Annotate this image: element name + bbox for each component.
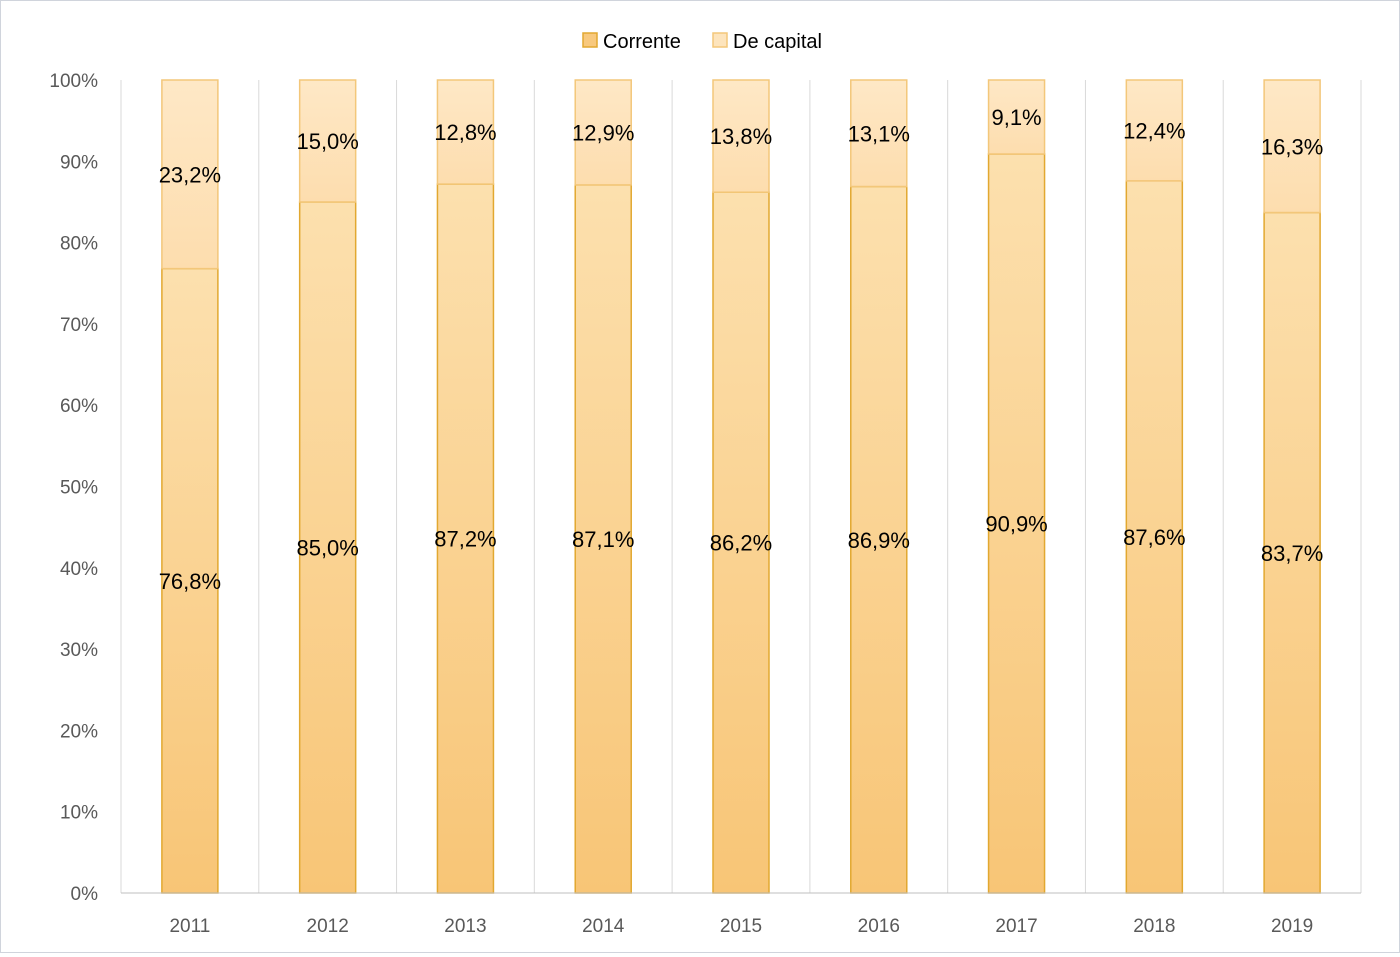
x-tick-label: 2018 bbox=[1133, 916, 1175, 937]
data-label-corrente-2018: 87,6% bbox=[1123, 525, 1185, 550]
bar-de-capital-2018 bbox=[1125, 79, 1184, 182]
data-label-corrente-2012: 85,0% bbox=[296, 535, 358, 560]
data-label-de-capital-2017: 9,1% bbox=[991, 105, 1041, 130]
bar-de-capital-2015 bbox=[712, 79, 770, 193]
x-tick-label: 2012 bbox=[307, 916, 349, 937]
y-tick-label: 70% bbox=[60, 315, 98, 336]
bar-de-capital-2019 bbox=[1263, 79, 1321, 214]
y-tick-label: 10% bbox=[60, 803, 98, 824]
bar-corrente-2014 bbox=[574, 184, 632, 894]
data-label-de-capital-2016: 13,1% bbox=[848, 121, 910, 146]
x-tick-label: 2017 bbox=[995, 916, 1037, 937]
data-label-corrente-2013: 87,2% bbox=[434, 527, 496, 552]
data-label-corrente-2016: 86,9% bbox=[848, 528, 910, 553]
bar-de-capital-2016 bbox=[850, 79, 908, 188]
legend-label-corrente: Corrente bbox=[603, 31, 681, 53]
bar-de-capital-2011 bbox=[161, 79, 219, 270]
data-labels: 76,8% 23,2% 85,0% 15,0% 87,2% 12,8% 87,1% 12,9%… bbox=[159, 105, 1324, 594]
data-label-de-capital-2014: 12,9% bbox=[572, 120, 634, 145]
bar-corrente-2016 bbox=[850, 185, 908, 894]
data-label-corrente-2017: 90,9% bbox=[985, 511, 1047, 536]
y-tick-label: 30% bbox=[60, 640, 98, 661]
legend-swatch-corrente bbox=[582, 32, 598, 48]
grid-lines bbox=[120, 80, 1362, 893]
bar-de-capital-2017 bbox=[987, 79, 1046, 155]
x-tick-label: 2019 bbox=[1271, 916, 1313, 937]
bar-corrente-2015 bbox=[712, 191, 770, 894]
data-label-corrente-2015: 86,2% bbox=[710, 531, 772, 556]
bar-corrente-2017 bbox=[987, 153, 1046, 894]
y-tick-label: 0% bbox=[71, 884, 99, 905]
x-tick-label: 2013 bbox=[444, 916, 486, 937]
bar-corrente-2013 bbox=[436, 183, 495, 894]
data-label-de-capital-2013: 12,8% bbox=[434, 120, 496, 145]
y-tick-label: 20% bbox=[60, 721, 98, 742]
x-tick-label: 2014 bbox=[582, 916, 625, 937]
bar-de-capital-2012 bbox=[298, 79, 357, 203]
data-label-de-capital-2015: 13,8% bbox=[710, 124, 772, 149]
data-label-de-capital-2012: 15,0% bbox=[296, 129, 358, 154]
data-label-de-capital-2019: 16,3% bbox=[1261, 134, 1323, 159]
y-tick-label: 100% bbox=[49, 71, 98, 92]
x-tick-label: 2011 bbox=[169, 916, 210, 937]
bar-de-capital-2014 bbox=[574, 79, 632, 186]
data-label-corrente-2019: 83,7% bbox=[1261, 541, 1323, 566]
data-label-de-capital-2011: 23,2% bbox=[159, 162, 221, 187]
x-tick-label: 2016 bbox=[858, 916, 900, 937]
bar-de-capital-2013 bbox=[436, 79, 495, 185]
y-tick-label: 90% bbox=[60, 152, 98, 173]
data-label-de-capital-2018: 12,4% bbox=[1123, 118, 1185, 143]
legend-swatch-de-capital bbox=[712, 32, 728, 48]
data-label-corrente-2011: 76,8% bbox=[159, 569, 221, 594]
y-tick-label: 50% bbox=[60, 478, 98, 499]
y-tick-label: 40% bbox=[60, 559, 98, 580]
chart-legend: Corrente De capital bbox=[582, 31, 822, 53]
bars bbox=[161, 79, 1321, 894]
data-label-corrente-2014: 87,1% bbox=[572, 527, 634, 552]
axes: 0% 10% 20% 30% 40% 50% 60% 70% 80% 90% 100% 2011 201… bbox=[49, 71, 1361, 937]
y-tick-label: 80% bbox=[60, 234, 98, 255]
legend-label-de-capital: De capital bbox=[733, 31, 822, 53]
y-tick-label: 60% bbox=[60, 396, 98, 417]
x-tick-label: 2015 bbox=[720, 916, 762, 937]
